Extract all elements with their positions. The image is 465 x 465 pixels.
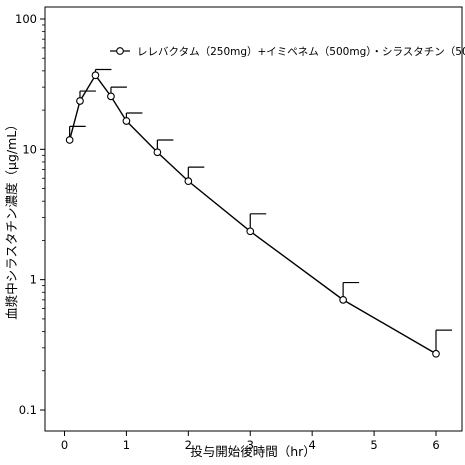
data-point [153,148,162,157]
x-tick-label: 4 [309,438,316,452]
x-axis-label: 投与開始後時間（hr） [190,444,316,459]
x-axis-ticks: 0 1 2 3 4 5 6 [61,431,440,452]
data-point [122,117,131,125]
plot-frame [44,6,463,432]
data-point [65,136,74,144]
series-line [68,74,437,355]
x-tick-label: 6 [432,438,439,452]
data-point [184,177,193,186]
data-point [339,296,347,304]
y-tick-label: 10 [22,142,37,156]
y-tick-label: 0.1 [19,403,37,417]
data-point [76,97,84,105]
x-tick-label: 2 [185,438,192,452]
x-tick-label: 5 [370,438,377,452]
series-layer [65,68,452,358]
legend-label: レレバクタム（250mg）+イミペネム（500mg）・シラスタチン（500mg）… [137,46,465,58]
data-point [432,349,440,358]
x-tick-label: 1 [123,438,130,452]
y-tick-label: 1 [30,273,37,287]
x-tick-label: 3 [247,438,254,452]
y-axis-label: 血漿中シラスタチン濃度（μg/mL） [4,118,19,320]
legend-marker [116,47,124,55]
data-point [107,92,115,101]
legend: レレバクタム（250mg）+イミペネム（500mg）・シラスタチン（500mg）… [110,46,465,58]
y-tick-label: 100 [15,12,37,26]
x-tick-label: 0 [61,438,68,452]
data-point [246,227,255,236]
y-axis-ticks: 0.1 1 10 100 [15,12,45,417]
data-point [91,71,100,80]
